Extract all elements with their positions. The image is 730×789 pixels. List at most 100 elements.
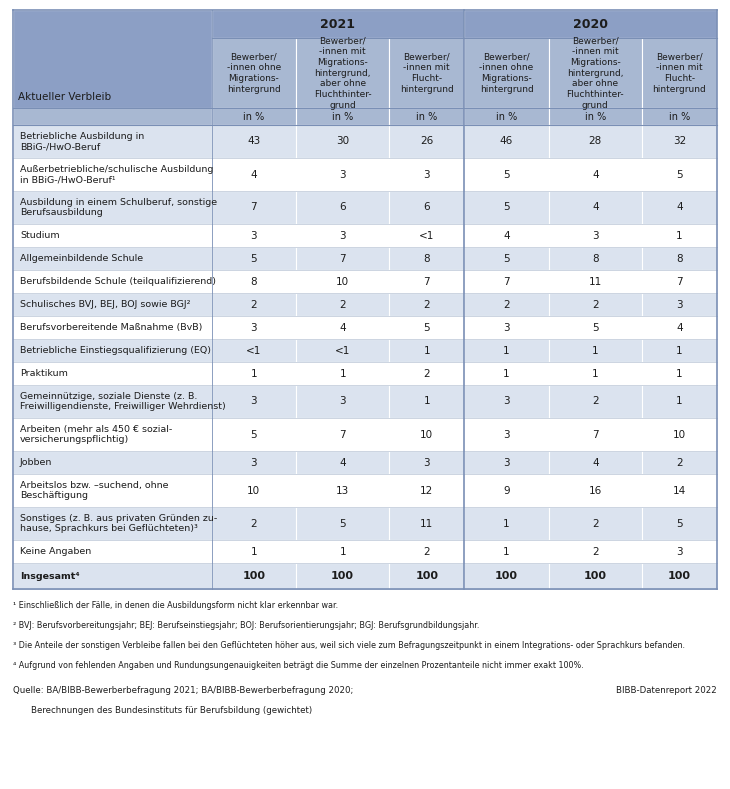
Text: Bewerber/
-innen mit
Flucht-
hintergrund: Bewerber/ -innen mit Flucht- hintergrund bbox=[653, 52, 707, 94]
Bar bbox=[296, 247, 389, 270]
Bar bbox=[212, 474, 296, 507]
Text: 100: 100 bbox=[242, 571, 265, 581]
Text: Ausbildung in einem Schulberuf, sonstige
Berufsausbildung: Ausbildung in einem Schulberuf, sonstige… bbox=[20, 198, 217, 217]
Bar bbox=[464, 270, 549, 293]
Bar bbox=[212, 339, 296, 362]
Bar bbox=[212, 191, 296, 224]
Bar bbox=[464, 316, 549, 339]
Text: 3: 3 bbox=[423, 458, 430, 468]
Bar bbox=[13, 507, 212, 540]
Text: 2: 2 bbox=[592, 518, 599, 529]
Text: <1: <1 bbox=[335, 346, 350, 356]
Bar bbox=[549, 125, 642, 158]
Text: 1: 1 bbox=[676, 368, 683, 379]
Bar bbox=[642, 339, 717, 362]
Bar bbox=[13, 540, 212, 563]
Text: 10: 10 bbox=[247, 485, 261, 495]
Bar bbox=[296, 451, 389, 474]
Bar bbox=[212, 125, 296, 158]
Bar bbox=[642, 158, 717, 191]
Text: 3: 3 bbox=[503, 458, 510, 468]
Text: 1: 1 bbox=[676, 230, 683, 241]
Text: 1: 1 bbox=[339, 547, 346, 556]
Text: 10: 10 bbox=[336, 276, 349, 286]
Bar bbox=[549, 108, 642, 125]
Bar bbox=[642, 108, 717, 125]
Bar bbox=[389, 125, 464, 158]
Text: 3: 3 bbox=[503, 429, 510, 439]
Bar bbox=[642, 540, 717, 563]
Text: 2: 2 bbox=[503, 300, 510, 309]
Text: 2: 2 bbox=[423, 300, 430, 309]
Text: 3: 3 bbox=[250, 397, 257, 406]
Text: 12: 12 bbox=[420, 485, 434, 495]
Text: ³ Die Anteile der sonstigen Verbleibe fallen bei den Geflüchteten höher aus, wei: ³ Die Anteile der sonstigen Verbleibe fa… bbox=[13, 641, 685, 650]
Text: 3: 3 bbox=[503, 397, 510, 406]
Bar bbox=[642, 362, 717, 385]
Bar bbox=[389, 158, 464, 191]
Bar bbox=[296, 224, 389, 247]
Text: in %: in % bbox=[332, 111, 353, 122]
Bar bbox=[13, 108, 212, 125]
Text: Studium: Studium bbox=[20, 231, 60, 240]
Text: Quelle: BA/BIBB-Bewerberbefragung 2021; BA/BIBB-Bewerberbefragung 2020;: Quelle: BA/BIBB-Bewerberbefragung 2021; … bbox=[13, 686, 353, 695]
Bar bbox=[212, 563, 296, 589]
Bar bbox=[212, 540, 296, 563]
Bar bbox=[389, 108, 464, 125]
Text: 1: 1 bbox=[250, 547, 257, 556]
Bar bbox=[389, 38, 464, 108]
Bar bbox=[296, 293, 389, 316]
Text: 5: 5 bbox=[676, 518, 683, 529]
Bar bbox=[296, 540, 389, 563]
Bar bbox=[389, 474, 464, 507]
Text: 4: 4 bbox=[339, 458, 346, 468]
Text: <1: <1 bbox=[246, 346, 261, 356]
Bar bbox=[642, 451, 717, 474]
Text: 7: 7 bbox=[339, 429, 346, 439]
Text: ¹ Einschließlich der Fälle, in denen die Ausbildungsform nicht klar erkennbar wa: ¹ Einschließlich der Fälle, in denen die… bbox=[13, 601, 338, 610]
Bar bbox=[642, 247, 717, 270]
Bar bbox=[296, 270, 389, 293]
Bar bbox=[13, 191, 212, 224]
Bar bbox=[642, 563, 717, 589]
Bar bbox=[13, 451, 212, 474]
Text: 2: 2 bbox=[676, 458, 683, 468]
Bar bbox=[389, 507, 464, 540]
Text: 28: 28 bbox=[588, 136, 602, 147]
Text: Allgemeinbildende Schule: Allgemeinbildende Schule bbox=[20, 254, 143, 263]
Text: 3: 3 bbox=[676, 300, 683, 309]
Text: 8: 8 bbox=[423, 253, 430, 264]
Bar bbox=[389, 293, 464, 316]
Text: Schulisches BVJ, BEJ, BOJ sowie BGJ²: Schulisches BVJ, BEJ, BOJ sowie BGJ² bbox=[20, 300, 191, 309]
Bar bbox=[296, 507, 389, 540]
Text: 5: 5 bbox=[423, 323, 430, 332]
Bar bbox=[464, 540, 549, 563]
Bar bbox=[296, 158, 389, 191]
Text: 2: 2 bbox=[423, 547, 430, 556]
Text: 8: 8 bbox=[250, 276, 257, 286]
Bar bbox=[642, 191, 717, 224]
Bar bbox=[296, 38, 389, 108]
Bar bbox=[13, 224, 212, 247]
Bar bbox=[13, 418, 212, 451]
Text: 3: 3 bbox=[676, 547, 683, 556]
Text: 10: 10 bbox=[673, 429, 686, 439]
Text: 4: 4 bbox=[250, 170, 257, 180]
Bar bbox=[549, 540, 642, 563]
Bar bbox=[13, 339, 212, 362]
Text: Bewerber/
-innen ohne
Migrations-
hintergrund: Bewerber/ -innen ohne Migrations- hinter… bbox=[226, 52, 281, 94]
Text: 3: 3 bbox=[503, 323, 510, 332]
Bar bbox=[13, 316, 212, 339]
Bar bbox=[13, 362, 212, 385]
Bar bbox=[464, 362, 549, 385]
Bar bbox=[549, 158, 642, 191]
Bar bbox=[389, 563, 464, 589]
Bar bbox=[549, 270, 642, 293]
Bar bbox=[642, 270, 717, 293]
Bar bbox=[464, 247, 549, 270]
Text: 5: 5 bbox=[250, 429, 257, 439]
Text: 100: 100 bbox=[668, 571, 691, 581]
Text: 1: 1 bbox=[592, 368, 599, 379]
Text: Bewerber/
-innen mit
Migrations-
hintergrund,
aber ohne
Fluchthinter-
grund: Bewerber/ -innen mit Migrations- hinterg… bbox=[566, 36, 624, 110]
Text: Insgesamt⁴: Insgesamt⁴ bbox=[20, 571, 80, 581]
